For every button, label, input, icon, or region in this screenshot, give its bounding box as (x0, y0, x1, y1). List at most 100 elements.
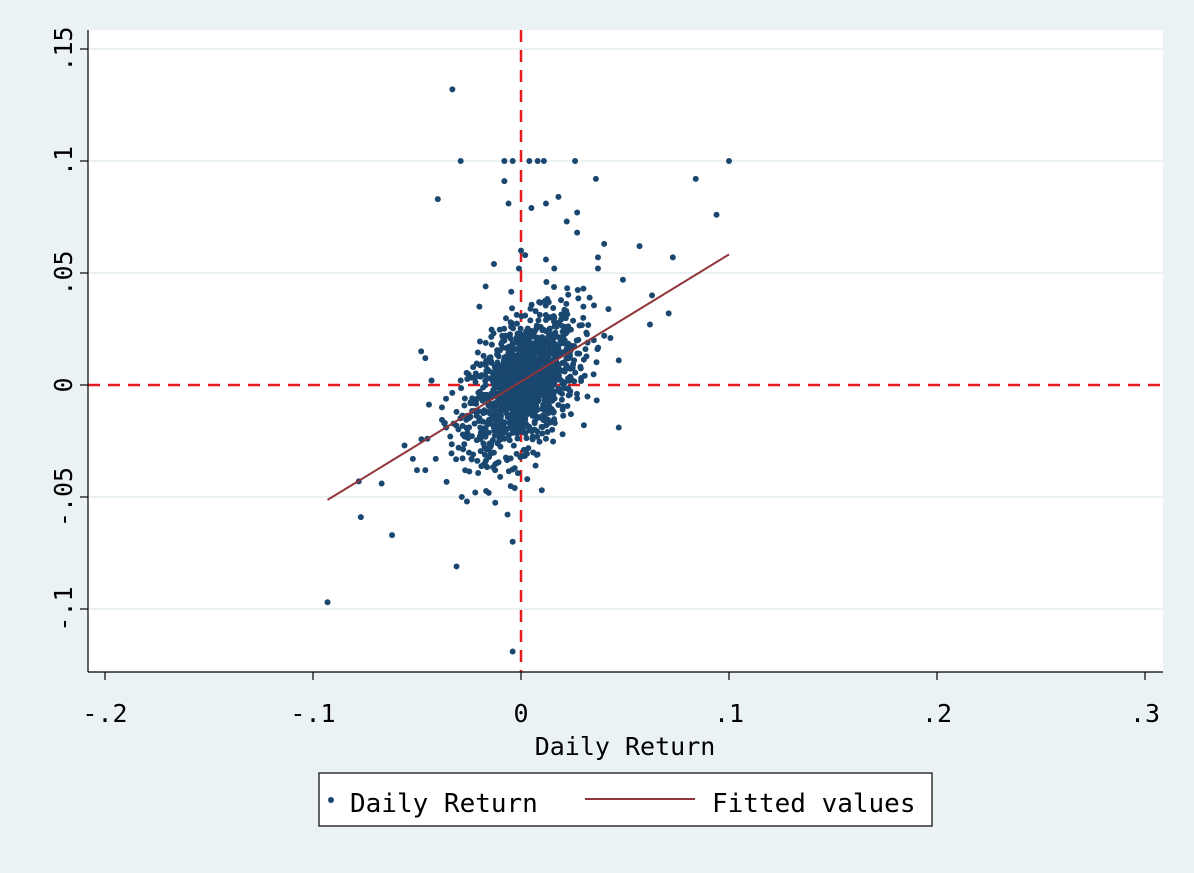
scatter-point (559, 406, 566, 413)
scatter-point (539, 424, 546, 431)
scatter-point (563, 300, 570, 307)
scatter-point (513, 311, 520, 318)
scatter-point (457, 158, 464, 164)
scatter-point (466, 449, 473, 456)
scatter-point (527, 317, 534, 324)
scatter-point (468, 433, 475, 440)
scatter-point (519, 397, 526, 404)
scatter-point (559, 378, 566, 385)
scatter-point (558, 297, 565, 304)
scatter-point (524, 390, 531, 397)
scatter-point (531, 420, 538, 427)
scatter-point (476, 303, 483, 310)
scatter-point (468, 455, 475, 462)
scatter-point (461, 402, 468, 409)
scatter-point (533, 403, 540, 410)
scatter-point (508, 288, 515, 295)
scatter-point (541, 367, 548, 374)
scatter-point (550, 318, 557, 325)
scatter-point (513, 450, 520, 457)
scatter-point (529, 436, 536, 443)
scatter-point (494, 400, 501, 407)
scatter-point (467, 413, 474, 420)
scatter-point (507, 364, 514, 371)
scatter-point (507, 483, 514, 490)
scatter-point (514, 470, 521, 477)
scatter-point (472, 373, 479, 380)
scatter-point (502, 454, 509, 461)
scatter-point (551, 265, 558, 272)
scatter-point (558, 396, 565, 403)
scatter-point (559, 323, 566, 330)
scatter-point (646, 321, 653, 328)
scatter-point (494, 424, 501, 431)
scatter-point (506, 373, 513, 380)
scatter-point (463, 424, 470, 431)
scatter-point (462, 467, 469, 474)
scatter-point (615, 424, 622, 431)
scatter-point (497, 473, 504, 480)
scatter-point (533, 325, 540, 332)
scatter-point (471, 420, 478, 427)
scatter-point (558, 390, 565, 397)
x-tick-label: .3 (1130, 699, 1160, 728)
scatter-point (477, 448, 484, 455)
scatter-point (458, 385, 465, 392)
scatter-point (528, 409, 535, 416)
scatter-point (463, 498, 470, 505)
scatter-point (425, 401, 432, 408)
scatter-point (543, 278, 550, 285)
scatter-point (475, 469, 482, 476)
scatter-point (438, 404, 445, 411)
scatter-point (586, 294, 593, 301)
scatter-point (560, 412, 567, 419)
scatter-point (524, 476, 531, 483)
scatter-point (478, 463, 485, 470)
scatter-point (572, 369, 579, 376)
scatter-point (570, 317, 577, 324)
y-tick-label: 0 (49, 377, 78, 392)
scatter-point (538, 487, 545, 494)
scatter-point (580, 285, 587, 292)
scatter-point (475, 408, 482, 415)
scatter-point (522, 252, 529, 259)
scatter-point (485, 489, 492, 496)
scatter-point (669, 254, 676, 261)
scatter-point (509, 538, 516, 545)
scatter-point (447, 433, 454, 440)
scatter-point (513, 320, 520, 327)
scatter-point (502, 428, 509, 435)
scatter-point (539, 339, 546, 346)
scatter-point (517, 353, 524, 360)
scatter-point (546, 402, 553, 409)
scatter-point (565, 375, 572, 382)
scatter-points (324, 86, 732, 655)
scatter-point (594, 254, 601, 261)
scatter-point (490, 464, 497, 471)
scatter-point (517, 371, 524, 378)
scatter-point (665, 310, 672, 317)
scatter-point (726, 158, 732, 164)
scatter-point (501, 407, 508, 414)
scatter-point (485, 429, 492, 436)
scatter-point (563, 362, 570, 369)
scatter-point (495, 459, 502, 466)
scatter-point (459, 431, 466, 438)
scatter-point (378, 480, 385, 487)
scatter-point (544, 429, 551, 436)
scatter-point (505, 390, 512, 397)
scatter-point (532, 462, 539, 469)
scatter-point (506, 437, 513, 444)
scatter-point (324, 599, 331, 606)
scatter-point (472, 489, 479, 496)
scatter-point (526, 354, 533, 361)
scatter-point (509, 420, 516, 427)
scatter-point (556, 386, 563, 393)
scatter-point (453, 408, 460, 415)
scatter-point (556, 348, 563, 355)
scatter-point (578, 377, 585, 384)
scatter-point (518, 390, 525, 397)
scatter-point (461, 395, 468, 402)
y-tick-label: .15 (49, 26, 78, 71)
scatter-point (488, 326, 495, 333)
